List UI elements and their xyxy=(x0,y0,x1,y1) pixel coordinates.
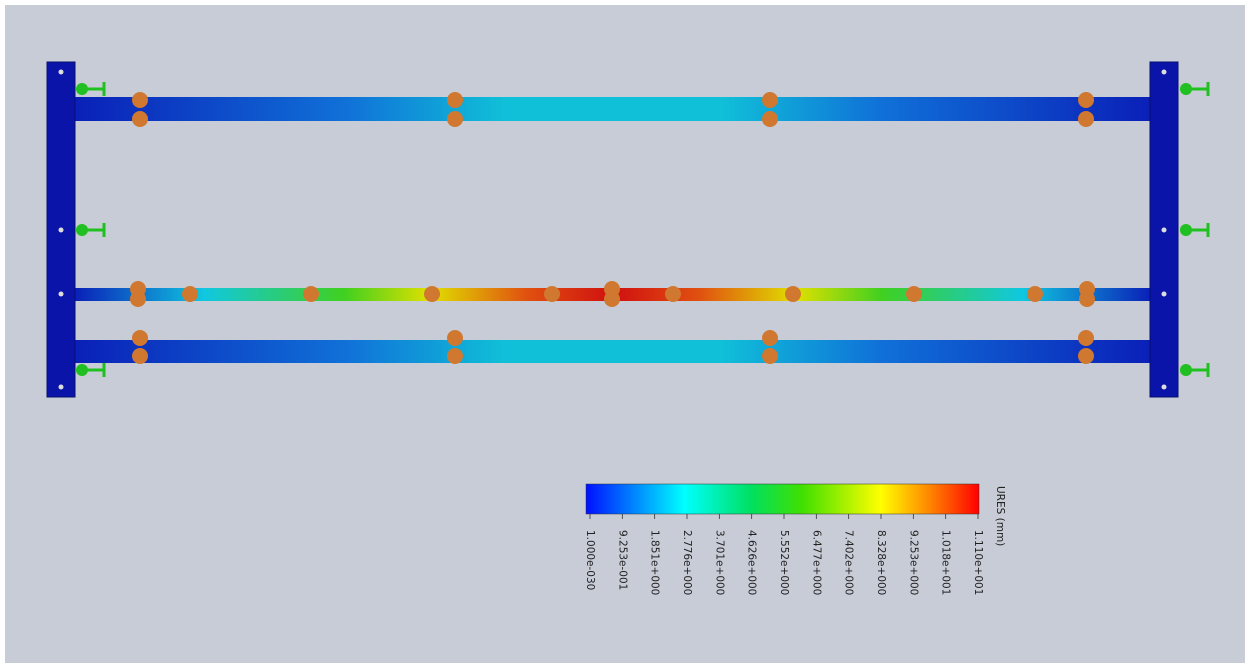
fixture xyxy=(76,364,88,376)
node xyxy=(59,292,64,297)
legend-title: URES (mm) xyxy=(994,486,1006,546)
tick-label: 6.477e+000 xyxy=(810,530,822,595)
fixture xyxy=(1180,364,1192,376)
tick-label: 2.776e+000 xyxy=(681,530,693,595)
connector xyxy=(762,348,778,364)
node xyxy=(1162,228,1167,233)
tick-label: 5.552e+000 xyxy=(778,530,790,595)
connector xyxy=(1078,92,1094,108)
node xyxy=(1162,292,1167,297)
connector xyxy=(132,330,148,346)
node xyxy=(1162,70,1167,75)
tick-label: 7.402e+000 xyxy=(843,530,855,595)
connector xyxy=(447,330,463,346)
node xyxy=(59,228,64,233)
page: {"legend": {"title": "URES (mm)", "ticks… xyxy=(0,0,1250,668)
fixture xyxy=(76,83,88,95)
connector xyxy=(424,286,440,302)
connector xyxy=(130,291,146,307)
connector xyxy=(1027,286,1043,302)
fixture xyxy=(76,224,88,236)
connector xyxy=(785,286,801,302)
connector xyxy=(1079,291,1095,307)
connector xyxy=(132,348,148,364)
viewport: URES (mm) 1.000e-030 9.253e-001 1.851e+000… xyxy=(0,0,1250,668)
connector xyxy=(132,92,148,108)
color-bar xyxy=(586,484,979,514)
connector xyxy=(303,286,319,302)
node xyxy=(59,70,64,75)
connector xyxy=(544,286,560,302)
connector xyxy=(1078,111,1094,127)
fixture xyxy=(1180,224,1192,236)
connector xyxy=(762,330,778,346)
tick-label: 8.328e+000 xyxy=(875,530,887,595)
connector xyxy=(762,111,778,127)
connector xyxy=(447,348,463,364)
fixture xyxy=(1180,83,1192,95)
tick-label: 3.701e+000 xyxy=(713,530,725,595)
top-beam xyxy=(75,97,1151,121)
tick-label: 1.110e+001 xyxy=(972,530,984,595)
connector xyxy=(604,291,620,307)
connector xyxy=(447,92,463,108)
tick-label: 1.851e+000 xyxy=(649,530,661,595)
node xyxy=(59,385,64,390)
bottom-beam xyxy=(75,340,1151,363)
tick-label: 9.253e+000 xyxy=(907,530,919,595)
connector xyxy=(132,111,148,127)
tick-label: 4.626e+000 xyxy=(746,530,758,595)
connector xyxy=(665,286,681,302)
tick-label: 9.253e-001 xyxy=(616,530,628,590)
connector xyxy=(1078,330,1094,346)
connector xyxy=(1078,348,1094,364)
connector xyxy=(447,111,463,127)
tick-label: 1.000e-030 xyxy=(584,530,596,590)
connector xyxy=(762,92,778,108)
connector xyxy=(182,286,198,302)
node xyxy=(1162,385,1167,390)
connector xyxy=(906,286,922,302)
tick-label: 1.018e+001 xyxy=(940,530,952,595)
